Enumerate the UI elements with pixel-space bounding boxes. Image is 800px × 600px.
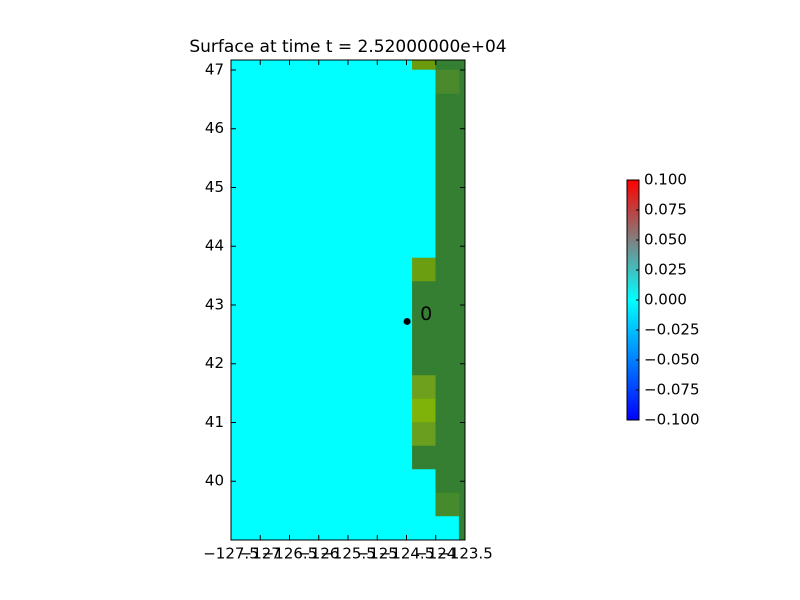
x-tick-label: −126 [298, 545, 339, 563]
surface-cell [412, 398, 437, 423]
surface-cell [435, 59, 466, 517]
surface-cell [412, 257, 437, 282]
surface-cell [230, 59, 413, 541]
colorbar-tick-label: 0.050 [644, 231, 687, 249]
y-tick-label: 41 [205, 413, 224, 431]
y-tick-label: 45 [205, 178, 224, 196]
surface-cell [412, 422, 437, 447]
surface-cell [412, 59, 437, 71]
colorbar-tick-label: −0.050 [644, 351, 700, 369]
x-tick-label: −126.5 [262, 545, 318, 563]
x-tick-label: −124.5 [379, 545, 435, 563]
surface-cell [435, 492, 460, 517]
surface-cell [412, 375, 437, 400]
x-tick-label: −125.5 [320, 545, 376, 563]
x-tick-label: −125 [357, 545, 398, 563]
surface-cell [435, 516, 460, 541]
surface-cell [412, 281, 437, 376]
x-tick-label: −124 [415, 545, 456, 563]
y-tick-label: 44 [205, 237, 224, 255]
y-tick-label: 42 [205, 354, 224, 372]
chart-title: Surface at time t = 2.52000000e+04 [189, 37, 506, 57]
colorbar-tick-label: 0.100 [644, 171, 687, 189]
colorbar-tick-label: −0.075 [644, 381, 700, 399]
surface-cell [435, 69, 460, 94]
x-tick-label: −127.5 [203, 545, 259, 563]
y-tick-label: 43 [205, 295, 224, 313]
colorbar-tick-label: −0.100 [644, 411, 700, 429]
x-tick-label: −127 [240, 545, 281, 563]
point-label: 0 [420, 303, 432, 325]
surface-cell [412, 469, 437, 541]
y-tick-label: 46 [205, 119, 224, 137]
y-tick-label: 40 [205, 472, 224, 490]
point-marker [403, 317, 411, 325]
colorbar-tick-label: 0.025 [644, 261, 687, 279]
x-tick-label: −123.5 [437, 545, 493, 563]
colorbar-tick-label: −0.025 [644, 321, 700, 339]
surface-cell [458, 516, 466, 541]
y-tick-label: 47 [205, 60, 224, 78]
colorbar-tick-label: 0.075 [644, 201, 687, 219]
colorbar-tick-label: 0.000 [644, 291, 687, 309]
surface-cell [412, 69, 437, 259]
surface-cell [412, 445, 437, 470]
